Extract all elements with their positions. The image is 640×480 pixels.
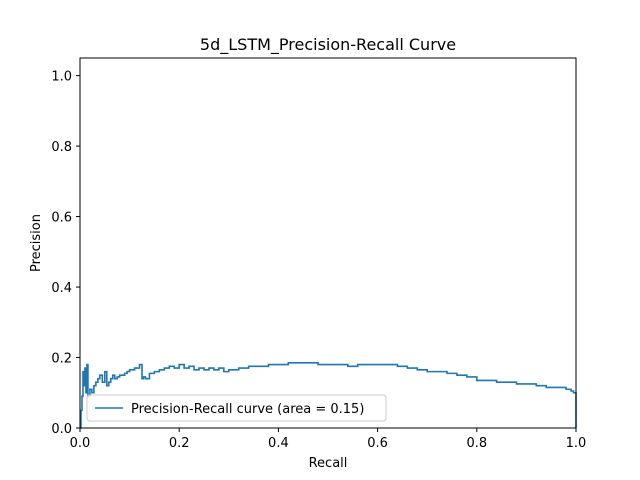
y-tick-label: 1.0 — [51, 70, 72, 85]
y-tick-label: 0.2 — [51, 352, 72, 367]
x-tick-label: 0.2 — [169, 436, 190, 451]
plot-frame — [79, 57, 577, 429]
y-tick-label: 0.4 — [51, 281, 72, 296]
x-tick-label: 0.0 — [70, 436, 91, 451]
precision-recall-line — [80, 362, 577, 429]
y-tick-label: 0.8 — [51, 140, 72, 155]
legend-box — [86, 394, 387, 422]
x-tick-label: 0.4 — [268, 436, 289, 451]
chart-title: 5d_LSTM_Precision-Recall Curve — [200, 35, 456, 55]
x-tick-label: 1.0 — [566, 436, 587, 451]
legend: Precision-Recall curve (area = 0.15) — [86, 394, 387, 422]
y-axis-label: Precision — [29, 214, 44, 272]
x-axis-label: Recall — [309, 456, 348, 471]
x-axis-ticks: 0.0 0.2 0.4 0.6 0.8 1.0 — [70, 428, 587, 451]
x-tick-label: 0.8 — [466, 436, 487, 451]
y-tick-label: 0.0 — [51, 422, 72, 437]
y-axis-ticks: 0.0 0.2 0.4 0.6 0.8 1.0 — [51, 70, 80, 437]
legend-entry-label: Precision-Recall curve (area = 0.15) — [131, 402, 364, 417]
x-tick-label: 0.6 — [367, 436, 388, 451]
y-tick-label: 0.6 — [51, 211, 72, 226]
